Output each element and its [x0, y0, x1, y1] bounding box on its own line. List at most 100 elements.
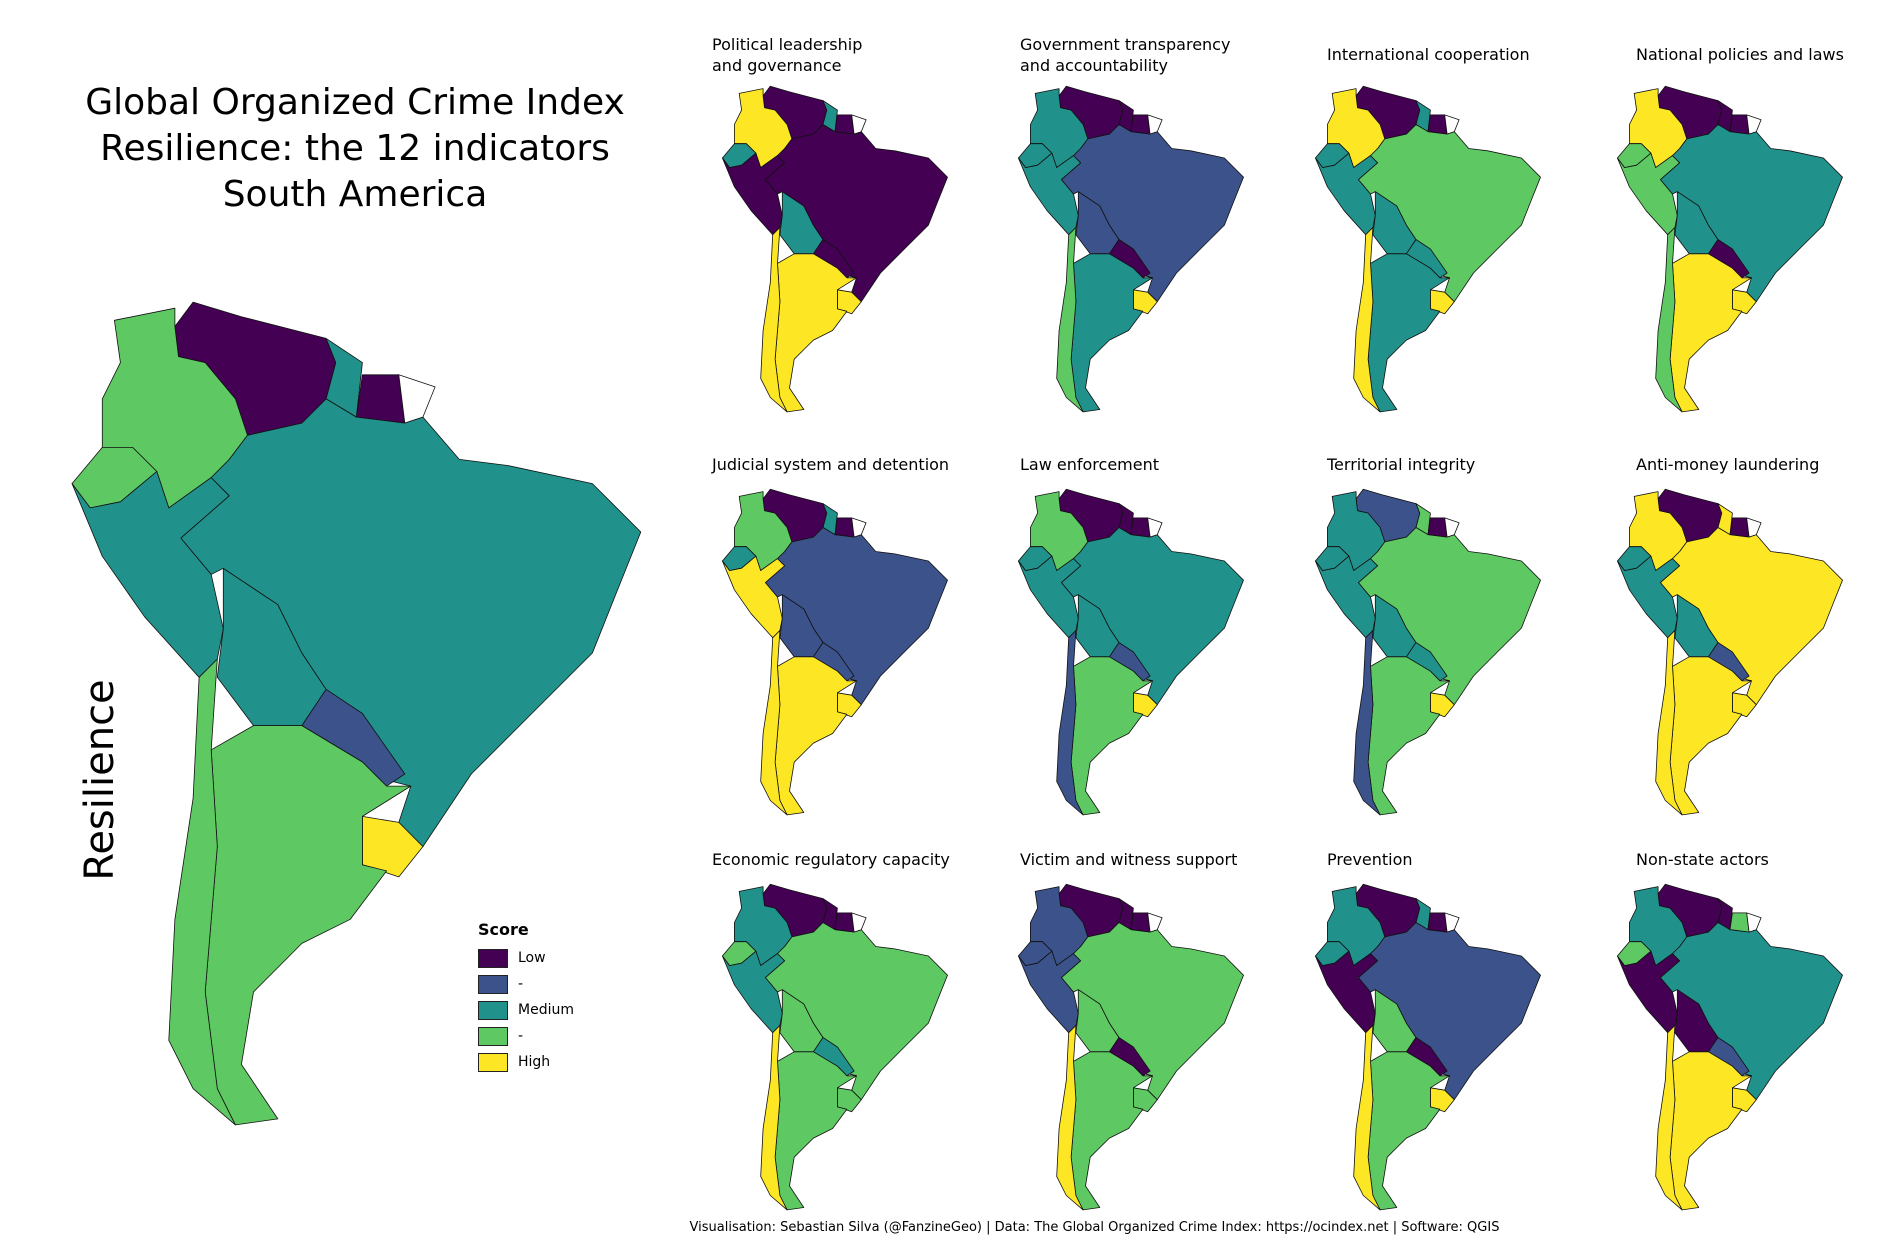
panel-title-line: National policies and laws	[1636, 45, 1844, 64]
country	[1130, 912, 1151, 933]
legend-item: -	[478, 1023, 574, 1049]
country	[851, 912, 867, 933]
legend-item: Low	[478, 945, 574, 971]
country	[834, 114, 855, 135]
panel-map	[1018, 488, 1244, 816]
panel-title: Government transparency and accountabilit…	[1020, 34, 1230, 76]
panel-map	[1315, 488, 1541, 816]
country	[1729, 114, 1750, 135]
legend-item: Medium	[478, 997, 574, 1023]
panel-map	[1315, 85, 1541, 413]
legend-label: -	[518, 976, 524, 992]
country	[1358, 527, 1541, 706]
country	[1746, 912, 1762, 933]
legend-swatch	[478, 1026, 508, 1046]
legend-swatch	[478, 1000, 508, 1020]
map-title: Global Organized Crime Index Resilience: …	[60, 80, 650, 218]
legend-label: -	[518, 1028, 524, 1044]
country	[1056, 227, 1084, 413]
legend: Score Low - Medium - High	[478, 920, 574, 1075]
panel-title: Prevention	[1327, 849, 1413, 870]
panel-map	[1617, 883, 1843, 1211]
country	[1353, 227, 1381, 413]
panel-title: Economic regulatory capacity	[712, 849, 950, 870]
country	[774, 253, 857, 413]
panel-map	[1617, 85, 1843, 413]
country	[765, 124, 948, 303]
country	[1353, 630, 1381, 816]
country	[834, 912, 855, 933]
country	[1367, 656, 1450, 816]
panel-title-line: Economic regulatory capacity	[712, 850, 950, 869]
country	[168, 658, 236, 1126]
country	[1655, 1025, 1683, 1211]
panel-title: Victim and witness support	[1020, 849, 1237, 870]
footer: Visualisation: Sebastian Silva (@Fanzine…	[689, 1220, 1500, 1235]
country	[1746, 517, 1762, 538]
side-label: Resilience	[77, 679, 123, 881]
country	[1061, 527, 1244, 706]
panel-title-line: Non-state actors	[1636, 850, 1769, 869]
panel-title-line: Political leadership	[712, 35, 863, 54]
country	[398, 374, 436, 424]
title-line: Global Organized Crime Index	[85, 82, 625, 123]
panel-map	[722, 883, 948, 1211]
country	[1367, 1051, 1450, 1211]
country	[760, 1025, 788, 1211]
panel-title: Anti-money laundering	[1636, 454, 1819, 475]
legend-swatch	[478, 974, 508, 994]
title-line: South America	[222, 174, 488, 215]
panel-title-line: Law enforcement	[1020, 455, 1160, 474]
country	[1669, 1051, 1752, 1211]
panel-map	[1018, 85, 1244, 413]
country	[1147, 114, 1163, 135]
panel-map	[1315, 883, 1541, 1211]
panel-title-line: and accountability	[1020, 56, 1168, 75]
panel-title-line: Territorial integrity	[1327, 455, 1476, 474]
panel-title: International cooperation	[1327, 44, 1530, 65]
panel-title-line: and governance	[712, 56, 842, 75]
panel-title-line: Victim and witness support	[1020, 850, 1238, 869]
country	[1746, 114, 1762, 135]
country	[1056, 630, 1084, 816]
panel-title: Political leadership and governance	[712, 34, 862, 76]
country	[1427, 912, 1448, 933]
country	[355, 374, 406, 424]
country	[1427, 114, 1448, 135]
country	[204, 725, 412, 1126]
country	[760, 227, 788, 413]
panel-title: Territorial integrity	[1327, 454, 1475, 475]
country	[1660, 922, 1843, 1101]
country	[1070, 1051, 1153, 1211]
country	[1147, 912, 1163, 933]
country	[765, 527, 948, 706]
country	[774, 1051, 857, 1211]
legend-label: Medium	[518, 1002, 574, 1018]
panel-title-line: Anti-money laundering	[1636, 455, 1820, 474]
country	[1353, 1025, 1381, 1211]
country	[1655, 227, 1683, 413]
country	[1444, 114, 1460, 135]
legend-label: Low	[518, 950, 546, 966]
country	[1427, 517, 1448, 538]
country	[834, 517, 855, 538]
country	[851, 517, 867, 538]
panel-title: Law enforcement	[1020, 454, 1159, 475]
country	[1358, 124, 1541, 303]
panel-map	[722, 488, 948, 816]
country	[1367, 253, 1450, 413]
legend-title: Score	[478, 920, 529, 939]
country	[1660, 124, 1843, 303]
legend-item: -	[478, 971, 574, 997]
country	[1130, 114, 1151, 135]
country	[180, 398, 642, 847]
country	[1147, 517, 1163, 538]
main-map	[71, 301, 642, 1126]
country	[1444, 517, 1460, 538]
panel-map	[1617, 488, 1843, 816]
country	[1358, 922, 1541, 1101]
legend-swatch	[478, 948, 508, 968]
country	[1729, 517, 1750, 538]
